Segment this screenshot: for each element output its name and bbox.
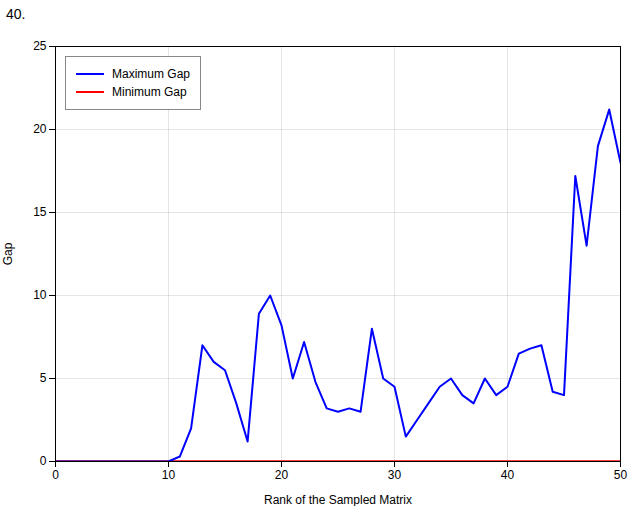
- html-text:Maximum Gap: Maximum Gap: [112, 67, 190, 81]
- svg-text:15: 15: [33, 205, 47, 219]
- svg-text:20: 20: [275, 468, 289, 482]
- svg-text:50: 50: [614, 468, 628, 482]
- svg-text:10: 10: [162, 468, 176, 482]
- svg-text:0: 0: [52, 468, 59, 482]
- svg-text:10: 10: [33, 288, 47, 302]
- svg-text:5: 5: [40, 371, 47, 385]
- svg-text:20: 20: [33, 122, 47, 136]
- svg-text:40: 40: [501, 468, 515, 482]
- html-text:40.: 40.: [6, 6, 26, 22]
- svg-text:25: 25: [33, 39, 47, 53]
- svg-text:30: 30: [388, 468, 402, 482]
- svg-text:Rank of the Sampled Matrix: Rank of the Sampled Matrix: [264, 493, 412, 507]
- svg-text:0: 0: [40, 454, 47, 468]
- html-text:Minimum Gap: Minimum Gap: [112, 85, 187, 99]
- svg-text:Gap: Gap: [1, 242, 15, 265]
